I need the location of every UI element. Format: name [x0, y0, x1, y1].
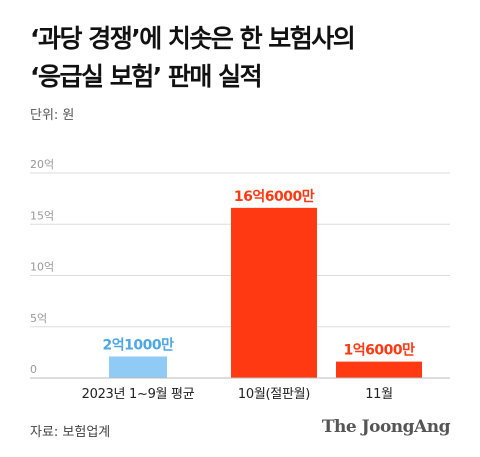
- unit-label: 단위: 원: [30, 108, 75, 123]
- y-tick-label: 20억: [30, 158, 54, 171]
- data-label: 16억6000만: [234, 189, 315, 205]
- bar: [109, 356, 167, 378]
- data-label: 1억6000만: [344, 343, 416, 359]
- x-tick-label: 11월: [365, 387, 393, 402]
- bar: [336, 361, 422, 378]
- title-line-2: ‘응급실 보험’ 판매 실적: [30, 62, 263, 91]
- y-tick-label: 0: [30, 363, 37, 376]
- x-tick-label: 10월(절판월): [238, 387, 310, 402]
- y-tick-label: 10억: [30, 261, 54, 274]
- title-line-1: ‘과당 경쟁’에 치솟은 한 보험사의: [30, 24, 356, 53]
- y-tick-label: 15억: [30, 209, 54, 222]
- publisher-logo: The JoongAng: [321, 417, 451, 437]
- bar: [231, 207, 317, 378]
- x-tick-label: 2023년 1~9월 평균: [82, 387, 195, 402]
- y-tick-label: 5억: [30, 312, 47, 325]
- chart-title: ‘과당 경쟁’에 치솟은 한 보험사의 ‘응급실 보험’ 판매 실적: [30, 20, 356, 96]
- data-label: 2억1000만: [103, 337, 175, 353]
- source-label: 자료: 보험업계: [30, 425, 111, 440]
